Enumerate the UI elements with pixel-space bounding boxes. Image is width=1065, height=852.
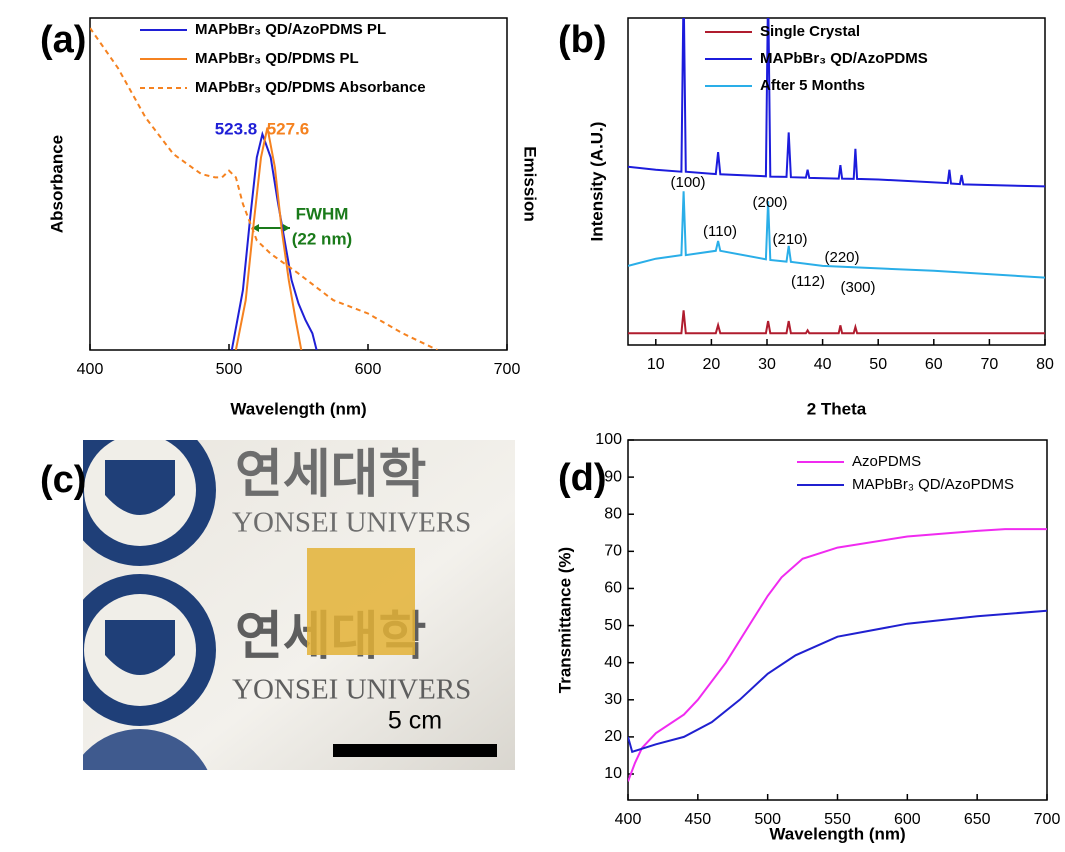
y-tick-label: 100 — [595, 431, 622, 448]
series-line — [628, 310, 1045, 333]
annotation: (110) — [703, 223, 737, 240]
annotation: 523.8 — [215, 119, 258, 138]
x-axis-label: Wavelength (nm) — [230, 399, 366, 418]
panel-label: (a) — [40, 19, 86, 61]
panel-label: (c) — [40, 459, 86, 501]
annotation: (210) — [772, 231, 807, 248]
x-tick-label: 700 — [1034, 811, 1061, 828]
y-tick-label: 40 — [604, 654, 622, 671]
series-line — [628, 529, 1047, 781]
y-tick-label: 80 — [604, 505, 622, 522]
x-tick-label: 500 — [216, 361, 243, 378]
annotation: (220) — [824, 249, 859, 266]
x-tick-label: 10 — [647, 356, 665, 373]
photo-text: YONSEI UNIVERS — [232, 674, 471, 706]
x-axis-label: Wavelength (nm) — [769, 824, 905, 843]
film-sample — [307, 548, 415, 655]
x-tick-label: 650 — [964, 811, 991, 828]
photo-text: YONSEI UNIVERS — [232, 507, 471, 539]
x-tick-label: 20 — [703, 356, 721, 373]
series-line — [90, 28, 438, 350]
y-tick-label: 30 — [604, 691, 622, 708]
x-tick-label: 400 — [77, 361, 104, 378]
legend-label: MAPbBr₃ QD/AzoPDMS — [852, 476, 1014, 493]
x-tick-label: 70 — [981, 356, 999, 373]
photo-text: 연세대학 — [235, 445, 426, 505]
y-tick-label: 20 — [604, 728, 622, 745]
y-tick-label: 60 — [604, 580, 622, 597]
legend-label: Single Crystal — [760, 23, 860, 40]
y-tick-label: 10 — [604, 765, 622, 782]
x-tick-label: 30 — [758, 356, 776, 373]
y-tick-label: 90 — [604, 468, 622, 485]
annotation: (300) — [840, 279, 875, 296]
annotation: (100) — [670, 174, 705, 191]
x-tick-label: 50 — [869, 356, 887, 373]
y-axis-label: Absorbance — [47, 135, 66, 233]
x-tick-label: 450 — [684, 811, 711, 828]
x-tick-label: 40 — [814, 356, 832, 373]
legend-label: MAPbBr₃ QD/AzoPDMS PL — [195, 21, 386, 38]
legend-label: AzoPDMS — [852, 453, 921, 470]
legend-label: After 5 Months — [760, 77, 865, 94]
legend-label: MAPbBr₃ QD/PDMS PL — [195, 50, 359, 67]
panel-label: (b) — [558, 19, 607, 61]
plot-area — [90, 28, 438, 350]
annotation: 527.6 — [267, 119, 310, 138]
x-tick-label: 60 — [925, 356, 943, 373]
x-tick-label: 700 — [494, 361, 521, 378]
annotation: (112) — [791, 273, 825, 290]
figure: 연세대학 YONSEI UNIVERS 연세대학 YONSEI UNIVERS … — [0, 0, 1065, 847]
y-tick-label: 50 — [604, 617, 622, 634]
photo: 연세대학 YONSEI UNIVERS 연세대학 YONSEI UNIVERS … — [64, 414, 515, 847]
x-tick-label: 600 — [355, 361, 382, 378]
annotation: (22 nm) — [292, 229, 352, 248]
y-axis-label: Transmittance (%) — [555, 547, 574, 693]
scale-label: 5 cm — [388, 707, 442, 735]
annotation: FWHM — [296, 204, 349, 223]
scale-bar — [333, 744, 497, 757]
legend-label: MAPbBr₃ QD/PDMS Absorbance — [195, 79, 426, 96]
y2-axis-label: Emission — [521, 146, 540, 222]
x-axis-label: 2 Theta — [807, 399, 867, 418]
plot-frame — [628, 440, 1047, 800]
series-line — [628, 611, 1047, 752]
y-tick-label: 70 — [604, 543, 622, 560]
y-axis-label: Intensity (A.U.) — [587, 122, 606, 242]
legend-label: MAPbBr₃ QD/AzoPDMS — [760, 50, 928, 67]
plot-area — [628, 529, 1047, 781]
panel-label: (d) — [558, 457, 607, 499]
x-tick-label: 400 — [615, 811, 642, 828]
x-tick-label: 80 — [1036, 356, 1054, 373]
annotation: (200) — [752, 194, 787, 211]
